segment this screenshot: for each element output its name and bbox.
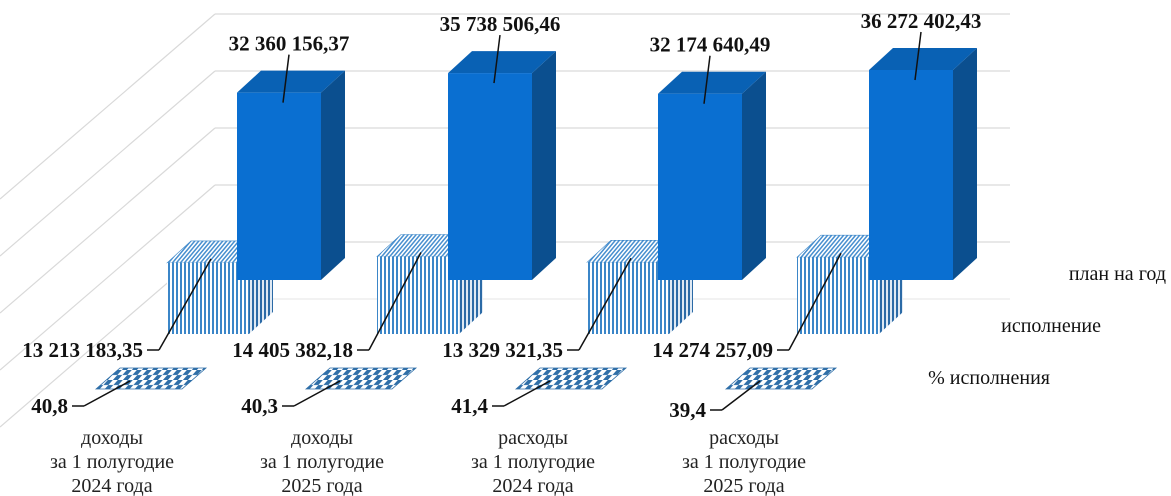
bar-percent xyxy=(724,367,838,390)
label-leader xyxy=(158,258,212,351)
category-label: за 1 полугодие xyxy=(50,451,174,473)
bar-plan-front xyxy=(237,92,321,280)
category-label: расходы xyxy=(709,427,779,449)
label-leader xyxy=(493,34,501,84)
label-leader xyxy=(578,257,632,351)
bar-plan-top xyxy=(237,70,345,93)
label-leader xyxy=(282,54,290,103)
category-label: 2024 года xyxy=(71,475,152,496)
legend-series-name: исполнение xyxy=(1001,315,1101,337)
data-label-percent: 40,8 xyxy=(31,394,68,418)
gridline-depth xyxy=(0,13,216,200)
label-leader xyxy=(914,31,922,81)
gridline-depth xyxy=(0,70,216,257)
data-label-percent: 39,4 xyxy=(669,398,706,422)
category-label: за 1 полугодие xyxy=(260,451,384,473)
data-label-execution: 14 405 382,18 xyxy=(232,338,353,362)
data-label-percent: 40,3 xyxy=(241,394,278,418)
data-label-percent: 41,4 xyxy=(451,394,488,418)
bar-percent xyxy=(304,367,418,390)
data-label-execution: 13 329 321,35 xyxy=(442,338,563,362)
bar-percent xyxy=(514,367,628,390)
bar-plan-top xyxy=(869,48,977,70)
bar-percent-tile xyxy=(724,367,838,390)
gridline-depth xyxy=(0,184,216,371)
legend: план на год исполнение % исполнения xyxy=(928,263,1166,389)
legend-series-name: план на год xyxy=(1069,263,1166,285)
label-leader xyxy=(703,55,711,104)
bar-plan-side xyxy=(953,48,977,280)
data-label-plan: 32 360 156,37 xyxy=(229,32,350,56)
bar-plan xyxy=(448,51,556,280)
bar-plan-front xyxy=(448,73,532,280)
bar-execution-front xyxy=(377,256,459,334)
bar-percent-tile xyxy=(304,367,418,390)
label-leader xyxy=(788,252,842,351)
category-label: 2025 года xyxy=(703,475,784,496)
series-plan xyxy=(237,48,977,281)
label-leader xyxy=(368,252,422,351)
series-percent xyxy=(94,367,838,390)
category-label: доходы xyxy=(81,427,143,449)
bar-execution-front xyxy=(167,262,249,334)
bar-plan-front xyxy=(869,70,953,280)
bar-percent-tile xyxy=(94,367,208,390)
bar-plan-front xyxy=(658,93,742,281)
bar-percent xyxy=(94,367,208,390)
category-label: доходы xyxy=(291,427,353,449)
bar-plan xyxy=(237,70,345,280)
data-labels: 32 360 156,37 35 738 506,46 32 174 640,49 3… xyxy=(22,9,981,422)
bar-plan-side xyxy=(532,51,556,280)
gridline-depth xyxy=(0,127,216,314)
data-label-execution: 13 213 183,35 xyxy=(22,338,143,362)
data-label-plan: 35 738 506,46 xyxy=(440,12,561,36)
data-label-plan: 32 174 640,49 xyxy=(650,33,771,57)
bar-execution-front xyxy=(797,257,879,334)
label-leader xyxy=(721,380,761,411)
category-label: расходы xyxy=(498,427,568,449)
bar-plan-side xyxy=(742,71,766,281)
category-label: 2025 года xyxy=(281,475,362,496)
category-label: за 1 полугодие xyxy=(682,451,806,473)
bar-plan xyxy=(658,71,766,281)
label-leader xyxy=(83,380,131,407)
data-label-execution: 14 274 257,09 xyxy=(652,338,773,362)
data-label-plan: 36 272 402,43 xyxy=(861,9,982,33)
label-leader xyxy=(503,380,551,407)
label-leader xyxy=(293,380,341,407)
legend-series-name: % исполнения xyxy=(928,367,1050,389)
bar-plan-side xyxy=(321,70,345,280)
bar-plan xyxy=(869,48,977,280)
category-label: за 1 полугодие xyxy=(471,451,595,473)
bar-execution-front xyxy=(587,262,669,334)
category-label: 2024 года xyxy=(492,475,573,496)
bar-plan-top xyxy=(658,71,766,94)
bar-percent-tile xyxy=(514,367,628,390)
bar-plan-top xyxy=(448,51,556,74)
